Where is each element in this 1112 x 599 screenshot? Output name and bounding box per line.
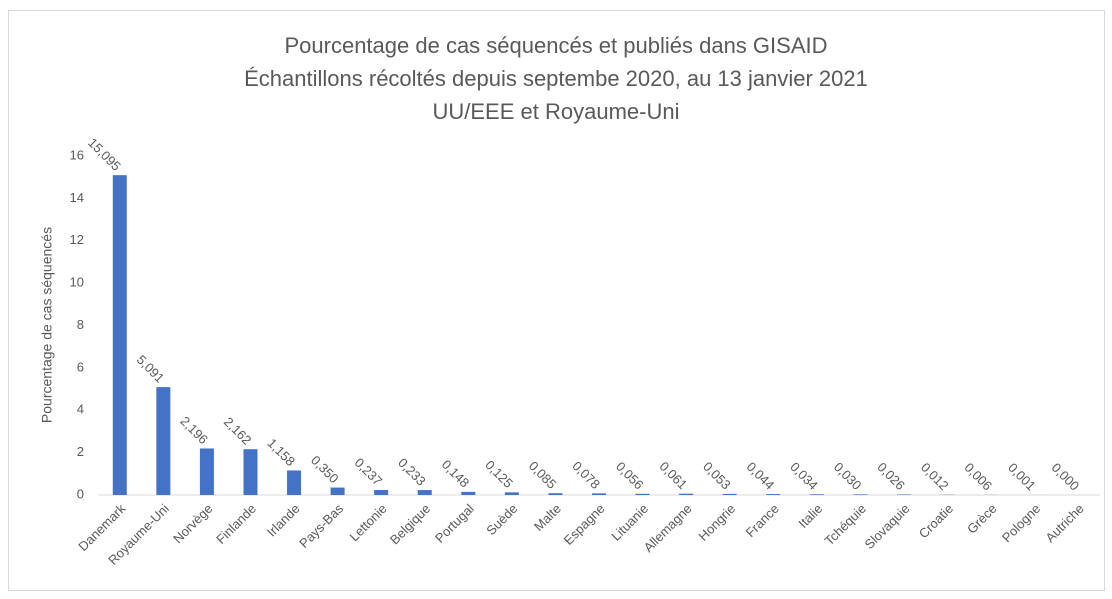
y-tick-label: 4 [77,402,84,417]
bar [766,494,781,495]
bar [679,493,694,495]
y-tick-label: 14 [70,190,84,205]
bar [853,494,868,495]
bar [809,494,824,495]
bar [461,491,476,495]
chart-title: Pourcentage de cas séquencés et publiés … [284,33,827,58]
chart-border [8,10,1105,591]
bar [417,490,432,495]
chart-subtitle: UU/EEE et Royaume-Uni [433,99,680,124]
y-tick-label: 10 [70,275,84,290]
bar [243,449,258,495]
bar [548,493,563,495]
y-tick-label: 0 [77,486,84,501]
y-tick-label: 16 [70,147,84,162]
y-tick-label: 12 [70,232,84,247]
bar [896,494,911,495]
bar [592,493,606,495]
bar [199,448,214,495]
y-tick-label: 2 [77,444,84,459]
y-axis-label: Pourcentage de cas séquencés [39,227,55,423]
bar [112,175,127,495]
bar [504,492,519,495]
bar [156,387,171,495]
bar [330,487,345,495]
bar [635,493,650,495]
chart-subtitle: Échantillons récoltés depuis septembe 20… [244,66,868,91]
bar [722,493,737,495]
y-tick-label: 6 [77,359,84,374]
bar [287,470,302,495]
bar [374,489,389,495]
y-tick-label: 8 [77,317,84,332]
